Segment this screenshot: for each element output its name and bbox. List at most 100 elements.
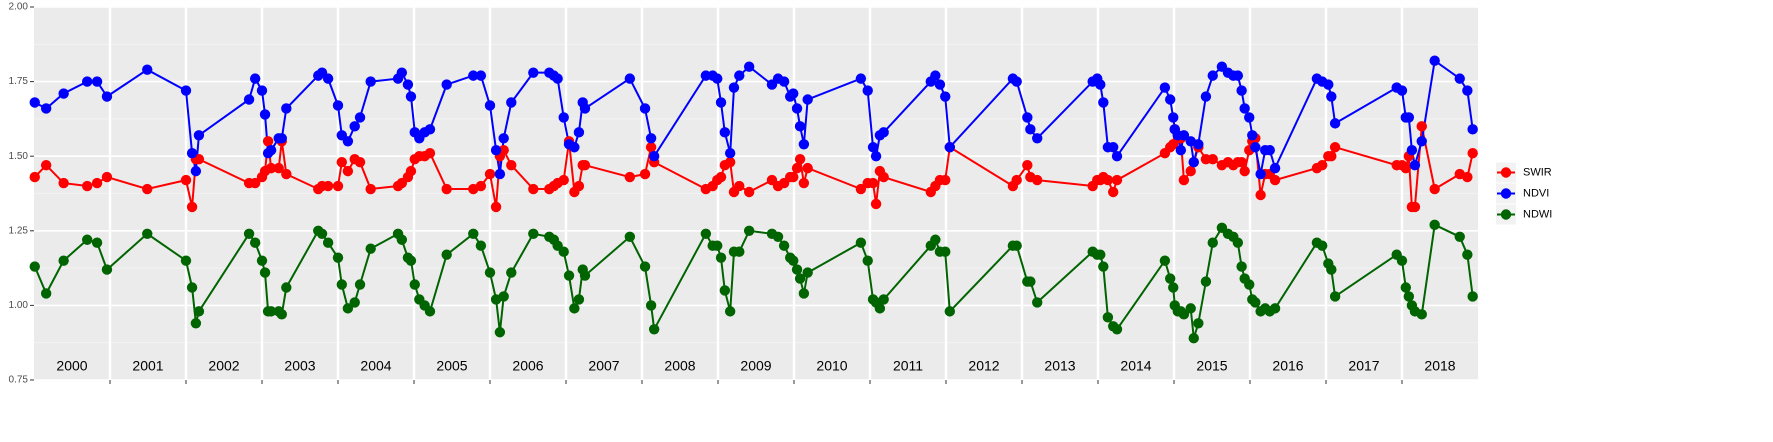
data-point: [186, 148, 198, 159]
data-point: [1406, 145, 1418, 156]
data-point: [624, 73, 636, 84]
data-point: [1159, 255, 1171, 266]
data-point: [791, 103, 803, 114]
data-point: [441, 79, 452, 90]
y-tick-label: 1.75: [9, 76, 29, 87]
data-point: [639, 168, 651, 180]
data-point: [441, 183, 452, 195]
data-point: [1400, 162, 1412, 174]
data-point: [1396, 255, 1408, 266]
data-point: [855, 73, 867, 84]
data-point: [506, 159, 517, 171]
data-point: [342, 303, 354, 314]
year-label: 2004: [360, 358, 391, 374]
data-point: [498, 133, 509, 144]
data-point: [1329, 142, 1341, 153]
data-point: [1239, 165, 1250, 177]
data-point: [1032, 297, 1043, 308]
data-point: [855, 183, 867, 195]
data-point: [259, 267, 271, 278]
data-point: [1111, 151, 1123, 162]
data-point: [58, 255, 69, 266]
data-point: [788, 88, 799, 99]
data-point: [778, 240, 790, 251]
data-point: [1255, 168, 1266, 180]
year-label: 2010: [816, 358, 847, 374]
data-point: [1250, 297, 1261, 308]
data-point: [934, 79, 946, 90]
data-point: [91, 237, 103, 248]
data-point: [719, 127, 731, 138]
data-point: [1462, 171, 1473, 183]
data-point: [715, 171, 727, 183]
data-point: [494, 327, 506, 338]
y-tick-label: 0.75: [9, 375, 29, 386]
data-point: [1188, 156, 1199, 168]
data-point: [579, 270, 591, 281]
data-point: [648, 324, 660, 335]
data-point: [573, 127, 585, 138]
year-label: 2008: [664, 358, 695, 374]
data-point: [29, 261, 40, 272]
data-point: [1429, 183, 1440, 195]
data-point: [322, 180, 334, 192]
data-point: [1108, 142, 1119, 153]
data-point: [579, 103, 591, 114]
data-point: [190, 165, 202, 177]
data-point: [354, 156, 366, 168]
data-point: [1025, 124, 1036, 135]
data-point: [1416, 121, 1427, 132]
data-point: [281, 168, 292, 180]
legend-point: [1500, 188, 1512, 199]
data-point: [484, 100, 496, 111]
data-point: [265, 306, 277, 317]
data-point: [862, 255, 873, 266]
data-point: [862, 85, 873, 96]
year-label: 2013: [1044, 358, 1075, 374]
data-point: [259, 109, 271, 120]
data-point: [1462, 249, 1473, 260]
data-point: [1207, 153, 1218, 165]
data-point: [930, 234, 941, 245]
data-point: [940, 174, 951, 186]
data-point: [1244, 112, 1255, 123]
data-point: [569, 142, 580, 153]
data-point: [778, 76, 790, 87]
data-point: [475, 70, 487, 81]
data-point: [1416, 309, 1427, 320]
data-point: [791, 162, 803, 174]
data-point: [265, 162, 277, 174]
data-point: [281, 103, 292, 114]
year-label: 2006: [512, 358, 543, 374]
data-point: [424, 306, 436, 317]
data-point: [29, 171, 40, 183]
data-point: [1416, 136, 1427, 147]
data-point: [700, 228, 712, 239]
data-point: [281, 282, 292, 293]
data-point: [506, 97, 517, 108]
data-point: [424, 124, 436, 135]
data-point: [1193, 318, 1204, 329]
data-point: [262, 136, 274, 147]
data-point: [1409, 159, 1421, 171]
data-point: [190, 318, 202, 329]
data-point: [639, 261, 651, 272]
data-point: [342, 165, 354, 177]
data-point: [791, 264, 803, 275]
data-point: [715, 252, 727, 263]
data-point: [322, 73, 334, 84]
data-point: [101, 171, 113, 183]
y-tick-label: 2.00: [9, 2, 29, 13]
data-point: [193, 130, 205, 141]
data-point: [874, 303, 886, 314]
data-point: [365, 243, 376, 254]
data-point: [265, 145, 277, 156]
year-label: 2002: [208, 358, 239, 374]
data-point: [944, 306, 955, 317]
data-point: [1244, 279, 1255, 290]
data-point: [1269, 162, 1281, 174]
data-point: [332, 100, 344, 111]
data-point: [498, 145, 509, 156]
data-point: [256, 255, 268, 266]
